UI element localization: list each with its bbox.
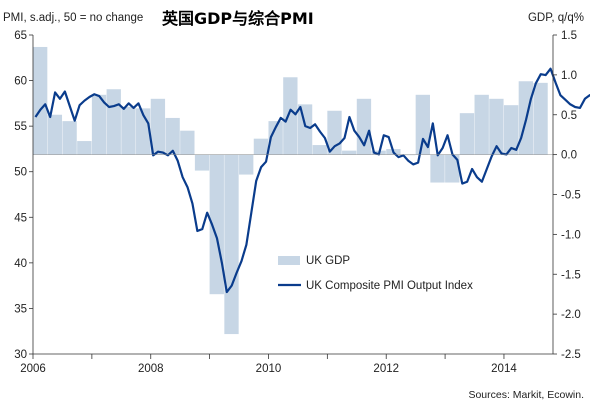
left-tick-label: 65 [14,30,27,42]
left-tick-label: 35 [14,303,27,315]
gdp-bar [77,141,92,155]
gdp-bar [121,106,136,155]
gdp-bar [106,89,121,155]
pmi-line-layer [34,67,590,294]
gdp-bar [283,77,298,155]
right-tick-label: 1.5 [561,30,577,42]
x-tick-label: 2006 [20,363,46,375]
gdp-bar [91,94,107,155]
x-tick-label: 2012 [373,363,399,375]
gdp-bar [312,145,327,155]
gdp-bar [239,154,254,175]
gdp-bar [297,104,313,155]
axes [32,35,554,355]
right-tick-label: -2.0 [561,309,581,321]
gdp-bar [224,154,239,335]
gdp-bar [268,121,283,155]
legend-pmi-label: UK Composite PMI Output Index [306,280,473,292]
right-axis-label: GDP, q/q% [528,12,584,24]
right-tick-label: -1.0 [561,229,581,241]
gdp-bar [342,150,357,155]
left-tick-label: 30 [14,349,27,361]
x-tick-label: 2010 [256,363,282,375]
left-tick-label: 50 [14,167,27,179]
right-tick-label: -2.5 [561,349,581,361]
gdp-bar [533,82,548,155]
left-axis-label: PMI, s.adj., 50 = no change [3,12,143,24]
chart-title: 英国GDP与综合PMI [161,9,314,28]
gdp-bar [47,114,63,155]
gdp-bar [62,121,77,155]
x-tick-label: 2014 [491,363,517,375]
right-tick-label: 0.0 [561,150,577,162]
x-tick-label: 2008 [138,363,164,375]
gdp-bar [150,98,166,155]
right-ticks: 1.5 1.0 0.5 0.0 -0.5 -1.0 -1.5 -2.0 -2.5 [553,30,581,361]
gdp-bar [459,113,475,155]
gdp-bar [430,154,445,183]
x-ticks: 2006 2008 2010 2012 2014 [20,354,517,375]
legend: UK GDP UK Composite PMI Output Index [278,255,473,292]
gdp-bar [165,117,180,155]
gdp-bar [474,94,489,155]
pmi-line [34,67,590,294]
gdp-bar [33,46,48,155]
right-tick-label: -1.5 [561,269,581,281]
legend-gdp-swatch [278,256,300,265]
right-tick-label: 0.5 [561,110,577,122]
gdp-bar [489,98,504,155]
left-tick-label: 40 [14,258,27,270]
legend-gdp-label: UK GDP [306,255,350,267]
gdp-bar [415,94,430,155]
right-tick-label: 1.0 [561,70,577,82]
left-tick-label: 45 [14,212,27,224]
left-tick-label: 60 [14,76,27,88]
right-tick-label: -0.5 [561,190,581,202]
gdp-bar [194,154,210,171]
gdp-bar [400,154,416,156]
gdp-bar [445,154,460,183]
left-tick-label: 55 [14,121,27,133]
gdp-bar [253,138,269,155]
source-note: Sources: Markit, Ecowin. [468,389,584,401]
gdp-bar [180,130,195,155]
gdp-bar [503,105,519,155]
left-ticks: 30 35 40 45 50 55 60 65 [14,30,33,361]
